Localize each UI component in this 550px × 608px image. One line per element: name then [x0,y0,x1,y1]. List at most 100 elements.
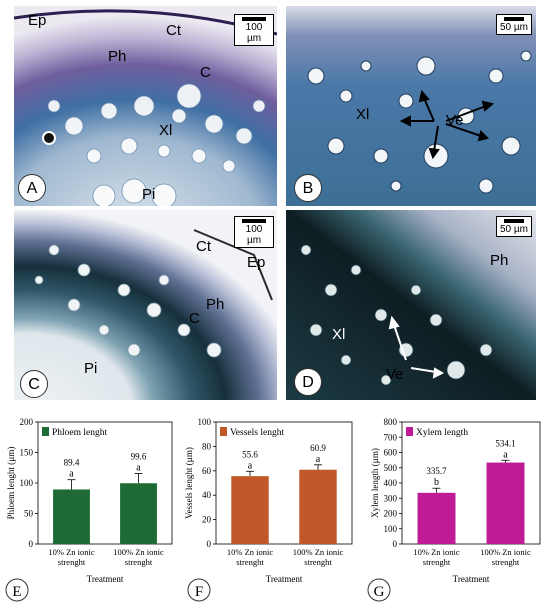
micrograph-panel-c: 100 µm Ct Ep Ph C Pi C [14,210,277,400]
label-vessels: Ve [386,366,404,383]
scale-bar-label: 100 µm [245,22,263,44]
y-tick-label: 200 [384,509,398,519]
y-tick-label: 800 [384,417,398,427]
x-axis-label: Treatment [87,574,124,584]
data-label: 335.7 [426,466,447,476]
y-tick-label: 100 [198,417,212,427]
legend-label: Phloem lenght [52,428,108,438]
significance-letter: a [136,462,141,473]
data-label: 60.9 [310,443,326,453]
y-axis-label: Phloem lenght (µm) [6,447,16,520]
label-phloem: Ph [490,252,509,269]
data-label: 55.6 [242,449,258,459]
category-label: 100% Zn ionic strenght [113,547,164,567]
vessels-bar-chart: 0 20 40 60 80 100 Vessels lenght (µm) Vessels l… [184,417,353,602]
legend-label: Xylem length [416,428,468,438]
y-tick-label: 20 [202,515,212,525]
panel-label-c: C [20,370,48,398]
bar [231,476,269,544]
significance-letter: a [248,460,253,471]
scale-bar-label: 50 µm [500,22,528,33]
panel-label: G [374,584,385,600]
label-pith: Pi [142,186,156,203]
y-axis-label: Xylem length (µm) [370,448,380,518]
legend-swatch [406,427,413,436]
scale-bar-line [242,219,266,223]
label-xylem: Xl [332,326,346,343]
xylem-detail-d [286,210,536,400]
y-tick-label: 500 [384,463,398,473]
data-label: 99.6 [131,451,147,461]
category-label: 10% Zn ionic strenght [413,547,459,567]
label-cambium: C [189,310,200,327]
micrograph-panel-a: 100 µm Ep Ct Ph C Xl Pi A [14,6,277,206]
y-tick-label: 300 [384,493,398,503]
chart-panel-g: 0 100 200 300 400 500 600 700 800 Xylem length (µ… [362,412,550,603]
panel-label: F [195,584,203,600]
y-tick-label: 0 [29,539,34,549]
stem-cross-section-c [14,210,277,400]
micrograph-panel-b: 50 µm Xl Ve B [286,6,536,206]
label-phloem: Ph [108,48,127,65]
xylem-detail-b [286,6,536,206]
significance-letter: a [316,454,321,465]
y-tick-label: 400 [384,478,398,488]
label-xylem: Xl [159,122,173,139]
data-label: 89.4 [64,458,80,468]
bar [299,469,337,544]
legend-swatch [220,427,227,436]
category-label: 100% Zn ionic strenght [293,547,344,567]
scale-bar-d: 50 µm [496,216,532,237]
label-epidermis: Ep [28,12,47,29]
significance-letter: b [434,477,439,488]
panel-label-circle [5,578,29,602]
chart-panel-f: 0 20 40 60 80 100 Vessels lenght (µm) Vessels l… [182,412,362,603]
y-tick-label: 100 [384,524,398,534]
bar [120,483,157,544]
chart-panel-e: 0 50 100 150 200 Phloem lenght (µm) Phloem len… [0,412,182,603]
y-tick-label: 40 [202,490,212,500]
category-label: 100% Zn ionic strenght [480,547,531,567]
stem-cross-section-a [14,6,277,206]
panel-label-circle [187,578,211,602]
scale-bar-c: 100 µm [234,216,274,248]
label-xylem: Xl [356,106,370,123]
scale-bar-line [242,17,266,21]
y-tick-label: 80 [202,441,212,451]
label-phloem: Ph [206,296,225,313]
scale-bar-a: 100 µm [234,14,274,46]
scale-bar-label: 100 µm [245,224,263,246]
legend-swatch [42,427,49,436]
significance-letter: a [503,449,508,460]
significance-letter: a [69,469,74,480]
data-label: 534.1 [495,438,515,448]
panel-label-b: B [294,174,322,202]
y-tick-label: 0 [207,539,212,549]
phloem-bar-chart: 0 50 100 150 200 Phloem lenght (µm) Phloem len… [5,417,173,602]
y-tick-label: 200 [20,417,34,427]
scale-bar-b: 50 µm [496,14,532,35]
label-cortex: Ct [196,238,211,255]
panel-label-circle [367,578,391,602]
y-axis-label: Vessels lenght (µm) [184,447,194,519]
bar [486,462,525,544]
panel-label-d: D [294,368,322,396]
label-epidermis: Ep [247,254,266,271]
y-tick-label: 100 [20,478,34,488]
y-tick-label: 60 [202,466,212,476]
legend-label: Vessels lenght [230,428,284,438]
label-cortex: Ct [166,22,181,39]
panel-label: E [12,584,21,600]
y-tick-label: 700 [384,432,398,442]
y-tick-label: 50 [24,509,34,519]
micrograph-panel-d: 50 µm Ph Xl Ve D [286,210,536,400]
scale-bar-label: 50 µm [500,224,528,235]
scale-bar-line [504,17,524,21]
y-tick-label: 0 [393,539,398,549]
scale-bar-line [504,219,524,223]
x-axis-label: Treatment [266,574,303,584]
y-tick-label: 600 [384,448,398,458]
xylem-bar-chart: 0 100 200 300 400 500 600 700 800 Xylem length (µ… [367,417,541,602]
label-cambium: C [200,64,211,81]
x-axis-label: Treatment [453,574,490,584]
